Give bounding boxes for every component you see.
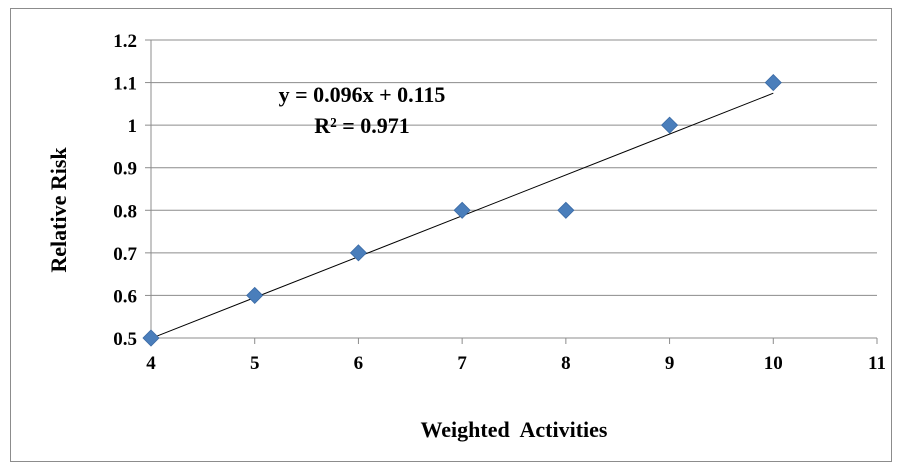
x-tick-label: 11 <box>868 353 886 374</box>
data-point <box>246 286 264 304</box>
x-tick-label: 6 <box>354 353 364 374</box>
x-tick-label: 7 <box>457 353 467 374</box>
y-tick-label: 0.8 <box>113 201 137 222</box>
axes <box>145 39 878 344</box>
x-tick-label: 8 <box>561 353 571 374</box>
x-tick-label: 4 <box>146 353 156 374</box>
y-tick-label: 0.7 <box>113 244 137 265</box>
y-tick-label: 0.5 <box>113 329 137 350</box>
data-point <box>142 329 160 347</box>
data-points <box>142 74 782 347</box>
trendline-equation: y = 0.096x + 0.115 <box>279 82 446 107</box>
trendline-r-squared: R² = 0.971 <box>314 113 410 138</box>
data-point <box>349 244 367 262</box>
x-tick-label: 5 <box>250 353 260 374</box>
y-axis-label: Relative Risk <box>46 147 71 273</box>
x-tick-label: 9 <box>665 353 675 374</box>
gridlines <box>151 39 877 296</box>
y-tick-label: 0.9 <box>113 159 137 180</box>
data-point <box>764 74 782 92</box>
y-tick-label: 1 <box>128 116 138 137</box>
y-tick-label: 1.2 <box>113 31 137 52</box>
x-tick-label: 10 <box>764 353 783 374</box>
data-point <box>453 201 471 219</box>
data-point <box>661 116 679 134</box>
data-point <box>557 201 575 219</box>
y-tick-label: 1.1 <box>113 74 137 95</box>
x-axis-label: Weighted Activities <box>421 417 608 442</box>
y-tick-label: 0.6 <box>113 286 137 307</box>
tick-labels: 0.5 0.6 0.7 0.8 0.9 1 1.1 1.2 4 5 6 7 8 9 10 11 <box>113 31 886 374</box>
chart-frame <box>10 8 892 462</box>
